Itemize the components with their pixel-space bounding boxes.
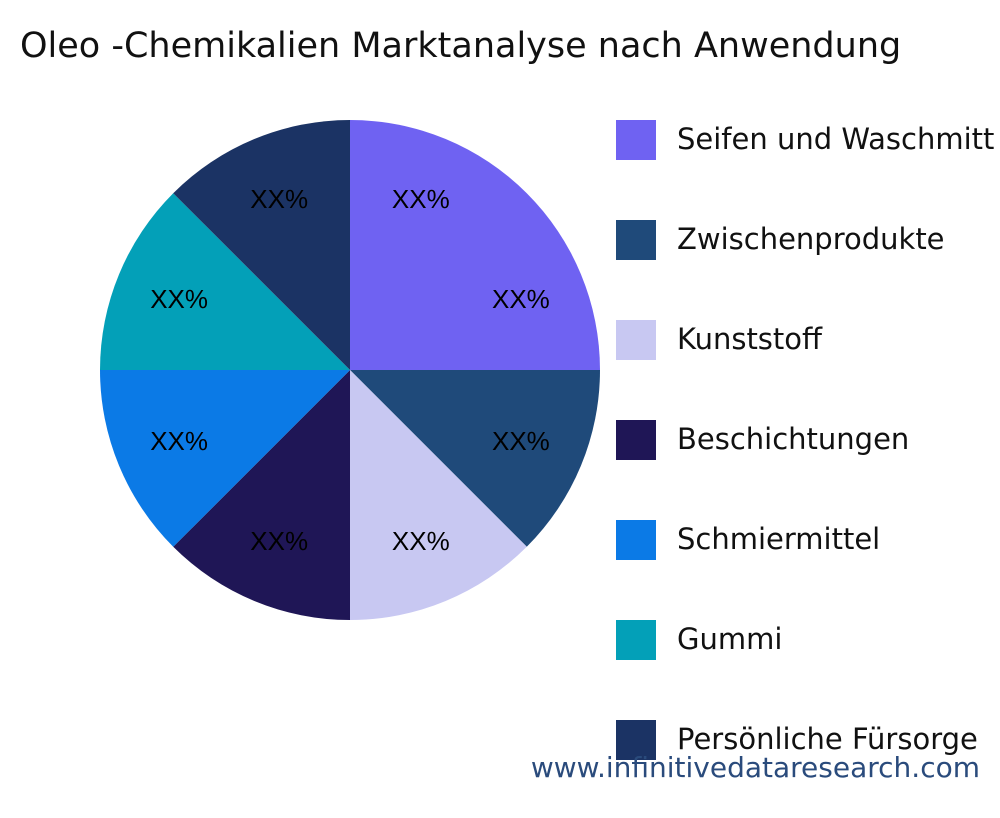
slice-data-label: XX% xyxy=(250,526,308,556)
legend-swatch xyxy=(616,120,656,160)
slice-data-label: XX% xyxy=(392,184,450,214)
chart-title: Oleo -Chemikalien Marktanalyse nach Anwe… xyxy=(20,26,902,66)
slice-data-label: XX% xyxy=(150,426,208,456)
slice-data-label: XX% xyxy=(250,184,308,214)
pie-slice-7 xyxy=(173,119,350,370)
pie-slice-4 xyxy=(173,370,350,620)
legend-label: Schmiermittel xyxy=(677,522,881,556)
pie-slice-5 xyxy=(100,370,350,547)
pie-slice-3 xyxy=(350,370,527,620)
slice-data-label: XX% xyxy=(392,526,450,556)
legend-label: Persönliche Fürsorge xyxy=(677,722,978,756)
legend-swatch xyxy=(616,720,656,760)
pie-slice-2 xyxy=(350,370,600,547)
watermark-url: www.infinitivedataresearch.com xyxy=(530,751,980,784)
slice-data-label: XX% xyxy=(492,426,550,456)
legend-swatch xyxy=(616,220,656,260)
legend-label: Gummi xyxy=(677,622,783,656)
legend-label: Zwischenprodukte xyxy=(677,222,945,256)
slice-data-label: XX% xyxy=(150,284,208,314)
pie-slice-6 xyxy=(100,193,350,370)
legend-swatch xyxy=(616,520,656,560)
legend-label: Kunststoff xyxy=(677,322,823,356)
legend-label: Beschichtungen xyxy=(677,422,910,456)
legend-swatch xyxy=(616,320,656,360)
pie-chart: XX% XX% XX% XX% XX% XX% XX% XX% xyxy=(100,119,600,620)
pie-slice-1 xyxy=(350,120,600,370)
legend-label: Seifen und Waschmitt xyxy=(677,122,995,156)
legend-swatch xyxy=(616,620,656,660)
slice-data-label: XX% xyxy=(492,284,550,314)
legend-swatch xyxy=(616,420,656,460)
